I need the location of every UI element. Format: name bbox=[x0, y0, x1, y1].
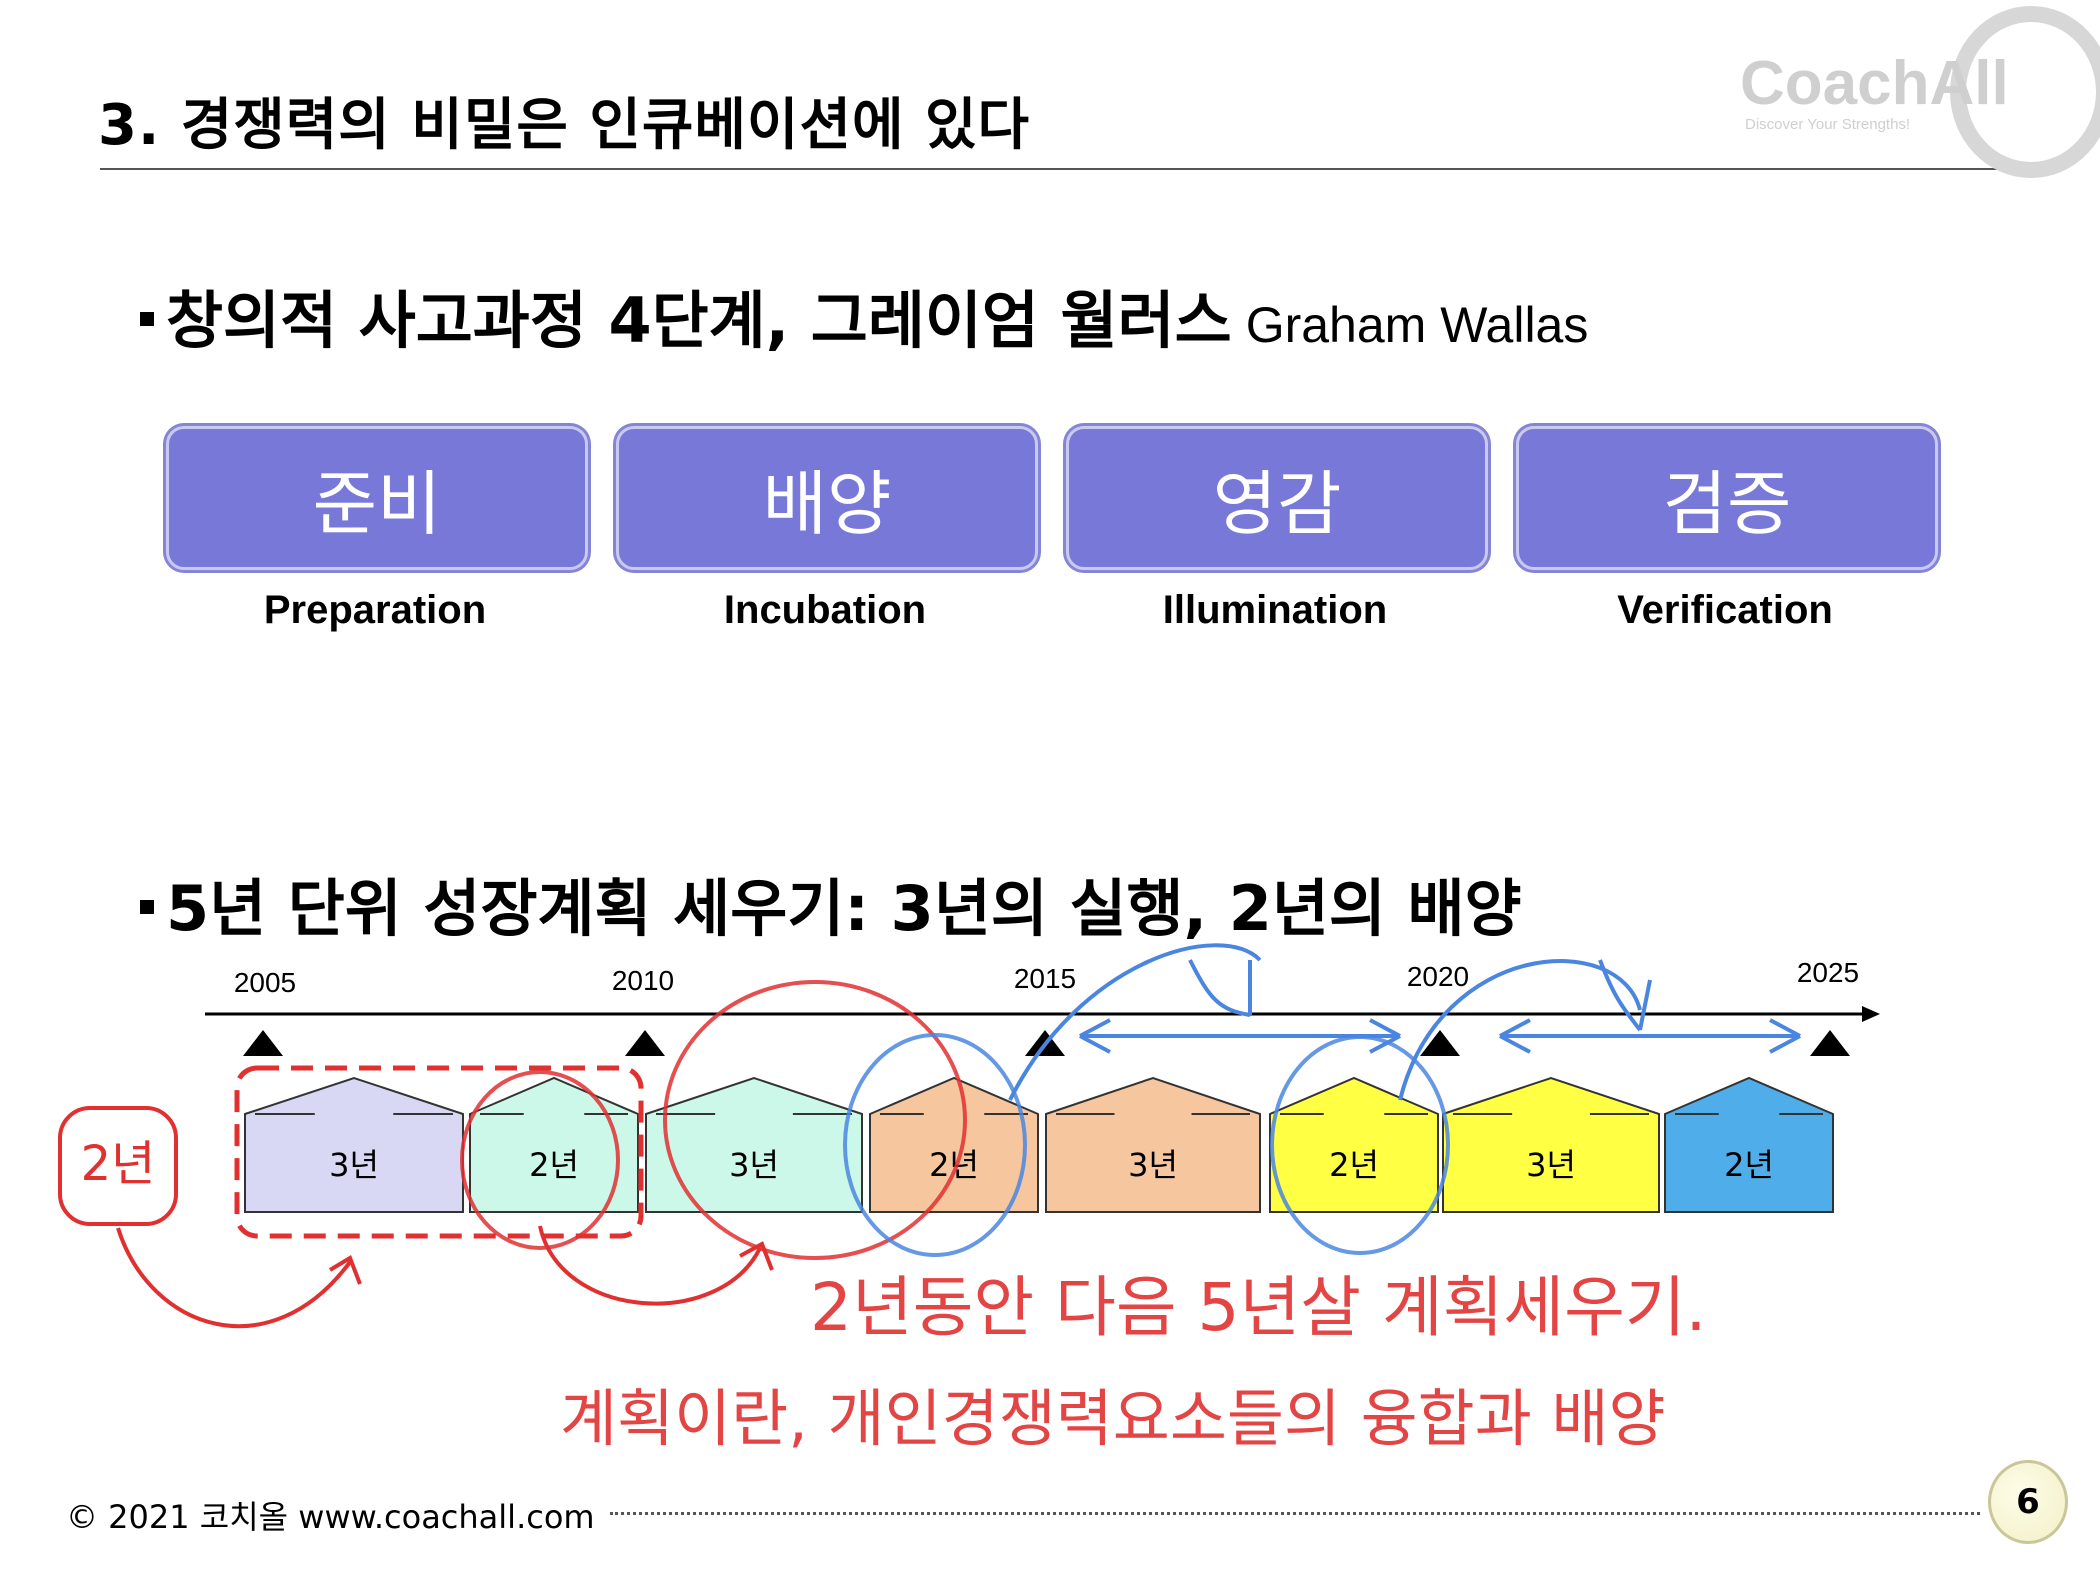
incubation-block: 2년 bbox=[1269, 1076, 1439, 1213]
block-shape bbox=[645, 1076, 863, 1213]
section2-heading-text: 5년 단위 성장계획 세우기: 3년의 실행, 2년의 배양 bbox=[166, 872, 1522, 945]
stage-box-preparation: 준비 bbox=[166, 426, 588, 570]
red-arrowhead-icon bbox=[328, 1255, 362, 1285]
block-shape bbox=[1269, 1076, 1439, 1213]
year-marker-triangle-icon bbox=[1420, 1030, 1460, 1056]
note-line-2: 계획이란, 개인경쟁력요소들의 융합과 배양 bbox=[560, 1382, 1666, 1455]
stage-box-incubation: 배양 bbox=[616, 426, 1038, 570]
incubation-block: 3년 bbox=[1442, 1076, 1660, 1213]
year-label: 2020 bbox=[1407, 961, 1469, 992]
section1-heading-latin: Graham Wallas bbox=[1245, 297, 1589, 353]
year-label: 2015 bbox=[1014, 963, 1076, 994]
block-label: 2년 bbox=[1329, 1146, 1379, 1184]
stage-label-en-preparation: Preparation bbox=[263, 588, 487, 632]
stage-box-verification: 검증 bbox=[1516, 426, 1938, 570]
stage-label-en-verification: Verification bbox=[1617, 588, 1833, 632]
page-number-badge: 6 bbox=[1988, 1460, 2068, 1544]
block-label: 2년 bbox=[929, 1146, 979, 1184]
incubation-block: 2년 bbox=[1664, 1076, 1834, 1213]
year-marker-triangle-icon bbox=[1025, 1030, 1065, 1056]
stage-label-ko: 준비 bbox=[312, 462, 442, 545]
stage-label-ko: 검증 bbox=[1662, 462, 1792, 545]
logo-wordmark: CoachAll bbox=[1740, 49, 2009, 118]
stage-label-ko: 배양 bbox=[762, 462, 892, 545]
block-shape bbox=[469, 1076, 639, 1213]
section1-heading: 창의적 사고과정 4단계, 그레이엄 월러스 Graham Wallas bbox=[140, 270, 1588, 360]
stage-label-ko: 영감 bbox=[1212, 462, 1342, 545]
slide-title: 3. 경쟁력의 비밀은 인큐베이션에 있다 bbox=[98, 93, 1031, 158]
incubation-block: 3년 bbox=[244, 1076, 464, 1213]
block-label: 2년 bbox=[529, 1146, 579, 1184]
year-marker-triangle-icon bbox=[625, 1030, 665, 1056]
stage-box-illumination: 영감 bbox=[1066, 426, 1488, 570]
block-shape bbox=[1442, 1076, 1660, 1213]
title-divider bbox=[100, 168, 2010, 170]
incubation-block: 3년 bbox=[645, 1076, 863, 1213]
footer-copyright: © 2021 코치올 www.coachall.com bbox=[66, 1498, 595, 1536]
incubation-block: 2년 bbox=[469, 1076, 639, 1213]
incubation-block: 3년 bbox=[1045, 1076, 1261, 1213]
red-arrow-icon bbox=[538, 1225, 762, 1306]
block-label: 3년 bbox=[1526, 1146, 1576, 1184]
page-number: 6 bbox=[2016, 1482, 2040, 1522]
red-arrowhead-icon bbox=[739, 1241, 774, 1271]
footer-dotted-rule bbox=[610, 1512, 1980, 1515]
bullet-square-icon bbox=[140, 899, 154, 914]
section1-heading-text: 창의적 사고과정 4단계, 그레이엄 월러스 bbox=[166, 284, 1232, 357]
timeline-diagram: 2005 2010 2015 2020 2025 3년 2년 3년 2년 3년 2년 3년 2년 bbox=[205, 960, 1880, 1213]
timeline-arrow-icon bbox=[1862, 1006, 1880, 1022]
block-shape bbox=[244, 1076, 464, 1213]
year-marker-triangle-icon bbox=[1810, 1030, 1850, 1056]
block-shape bbox=[1045, 1076, 1261, 1213]
stage-label-en-illumination: Illumination bbox=[1162, 588, 1388, 632]
section2-heading: 5년 단위 성장계획 세우기: 3년의 실행, 2년의 배양 bbox=[140, 858, 1522, 948]
block-label: 3년 bbox=[1128, 1146, 1178, 1184]
year-label: 2025 bbox=[1797, 960, 1859, 988]
block-shape bbox=[869, 1076, 1039, 1213]
incubation-block: 2년 bbox=[869, 1076, 1039, 1213]
block-label: 3년 bbox=[329, 1146, 379, 1184]
block-shape bbox=[1664, 1076, 1834, 1213]
year-marker-triangle-icon bbox=[243, 1030, 283, 1056]
note-line-1: 2년동안 다음 5년살 계획세우기. bbox=[810, 1269, 1707, 1346]
year-label: 2005 bbox=[234, 967, 296, 998]
stage-label-en-incubation: Incubation bbox=[723, 588, 927, 632]
bullet-square-icon bbox=[140, 311, 154, 326]
block-label: 2년 bbox=[1724, 1146, 1774, 1184]
logo-tagline: Discover Your Strengths! bbox=[1745, 116, 1911, 133]
red-arrow-icon bbox=[116, 1227, 352, 1329]
block-label: 3년 bbox=[729, 1146, 779, 1184]
year-label: 2010 bbox=[612, 965, 674, 996]
